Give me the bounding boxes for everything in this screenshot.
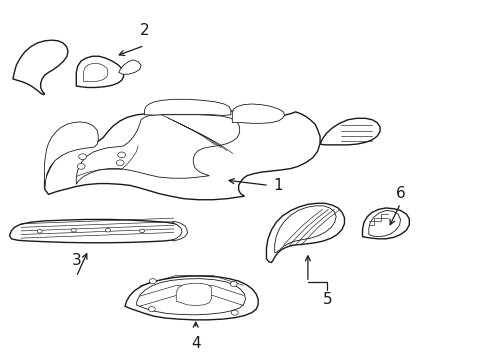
Circle shape [231,310,238,315]
Polygon shape [76,56,123,87]
Polygon shape [83,63,108,82]
Polygon shape [266,203,344,262]
Polygon shape [176,283,211,306]
Polygon shape [44,109,320,200]
Circle shape [79,154,86,159]
Text: 2: 2 [140,23,149,39]
Polygon shape [119,60,141,74]
Text: 1: 1 [273,178,283,193]
Polygon shape [125,276,258,320]
Polygon shape [144,99,230,116]
Circle shape [71,228,76,232]
Polygon shape [44,122,98,189]
Polygon shape [320,118,379,145]
Polygon shape [9,220,184,243]
Circle shape [118,152,125,158]
Text: 6: 6 [395,186,405,201]
Text: 4: 4 [190,336,200,351]
Circle shape [148,307,155,312]
Circle shape [77,163,85,169]
Circle shape [116,160,124,166]
Circle shape [105,228,110,232]
Polygon shape [232,104,284,123]
Circle shape [230,282,237,287]
Polygon shape [368,211,400,237]
Polygon shape [274,206,335,252]
Circle shape [37,229,42,233]
Polygon shape [136,279,245,315]
Polygon shape [362,208,408,239]
Polygon shape [172,221,187,241]
Text: 3: 3 [71,253,81,268]
Text: 5: 5 [322,292,331,307]
Polygon shape [76,115,239,184]
Circle shape [140,229,144,233]
Polygon shape [13,40,68,95]
Circle shape [149,279,156,284]
